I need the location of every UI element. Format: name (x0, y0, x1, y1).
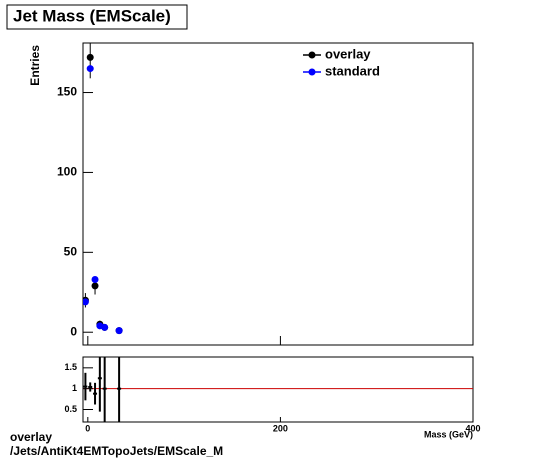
y-tick-label: 150 (57, 85, 77, 99)
x-tick-label: 0 (85, 423, 90, 433)
x-tick-label: 200 (273, 423, 288, 433)
y-tick-label: 0.5 (64, 404, 77, 414)
title-box (6, 4, 188, 30)
y-tick-label: 1 (72, 383, 77, 393)
data-point (86, 65, 94, 73)
ratio-frame (82, 356, 474, 423)
legend-label: standard (325, 63, 380, 78)
footer-path: /Jets/AntiKt4EMTopoJets/EMScale_M (10, 444, 223, 458)
plot-frame (82, 42, 474, 346)
y-tick-label: 0 (70, 324, 77, 338)
x-axis-label: Mass (GeV) (424, 429, 473, 439)
plot-area (83, 357, 473, 422)
y-tick-label: 50 (64, 244, 78, 258)
data-point (115, 327, 123, 335)
legend-label: overlay (325, 46, 371, 61)
legend-marker (308, 68, 316, 76)
y-axis-label: Entries (28, 45, 42, 86)
legend-marker (308, 51, 316, 59)
data-point (86, 53, 94, 61)
y-tick-label: 1.5 (64, 362, 77, 372)
y-tick-label: 100 (57, 165, 77, 179)
data-point (91, 282, 99, 290)
footer-label: overlay (10, 430, 52, 444)
chart-title: Jet Mass (EMScale) (13, 6, 171, 25)
data-point (83, 298, 89, 306)
data-point (101, 323, 109, 331)
data-point (91, 275, 99, 283)
plot-area (83, 43, 123, 335)
x-tick-label: 400 (465, 423, 480, 433)
